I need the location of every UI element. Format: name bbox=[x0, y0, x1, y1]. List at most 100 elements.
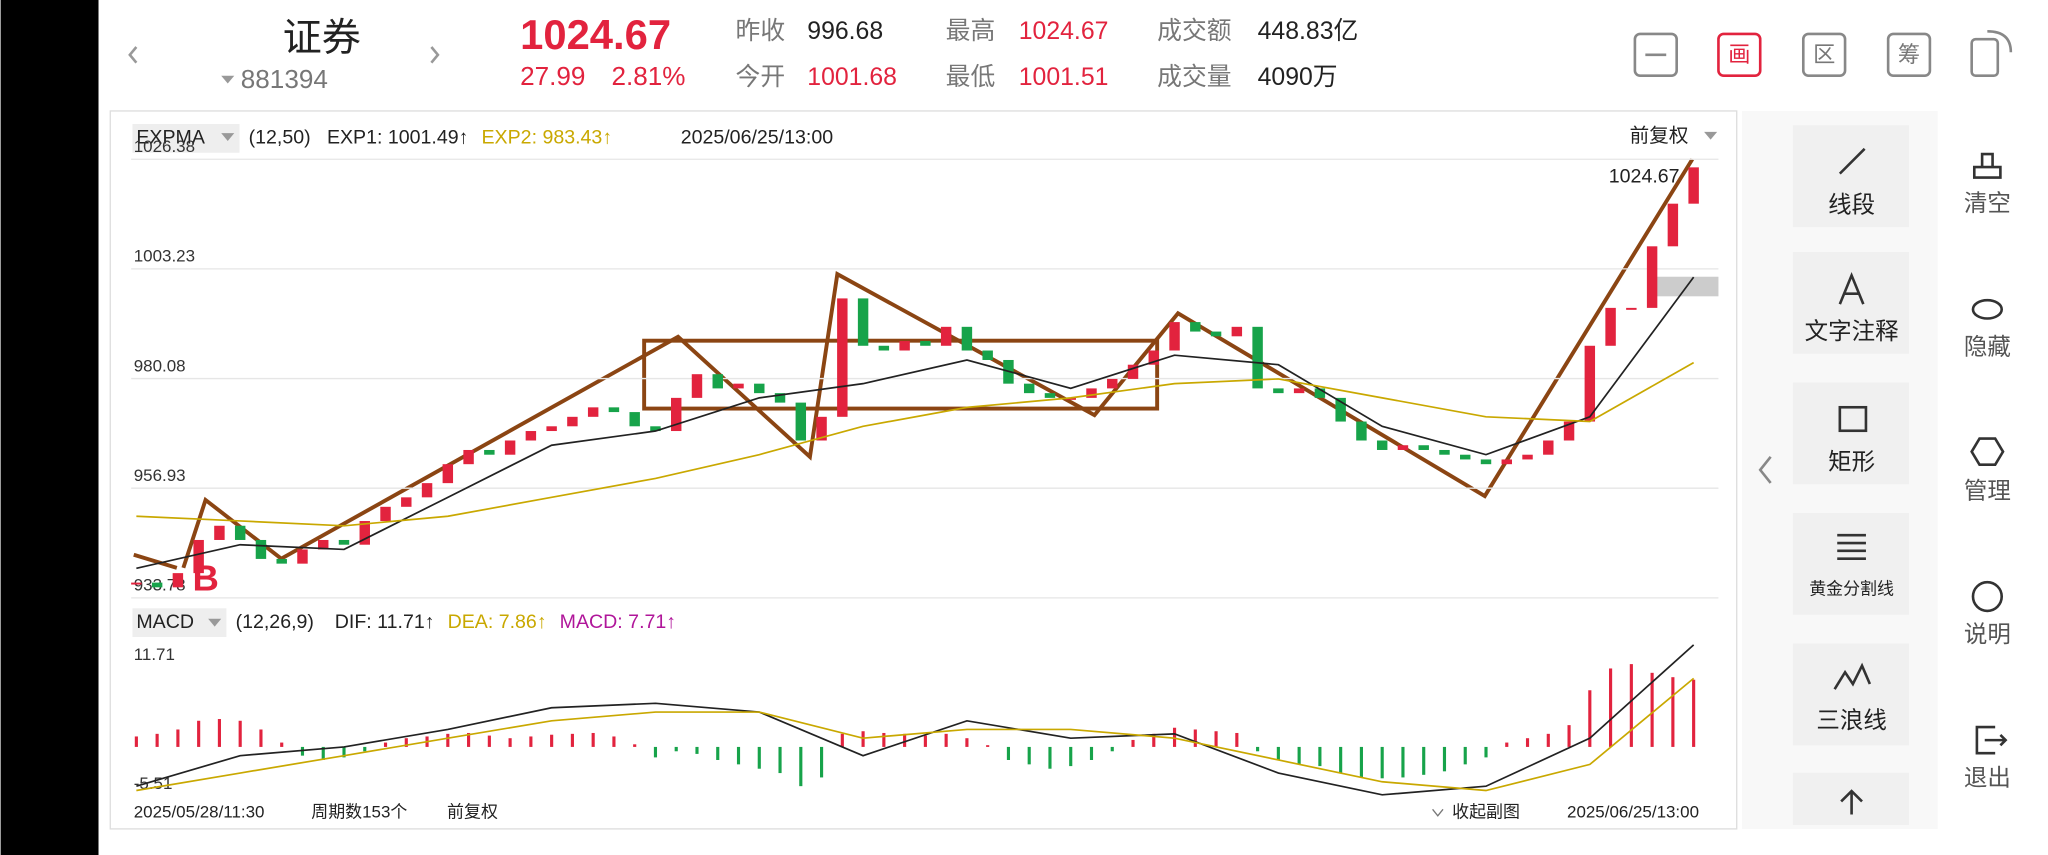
icon bbox=[1987, 30, 2013, 53]
candle bbox=[671, 397, 682, 432]
candle bbox=[463, 449, 474, 465]
stat-label: 最低 bbox=[946, 63, 996, 91]
macd-bar bbox=[1692, 679, 1696, 747]
tool-button[interactable] bbox=[1792, 382, 1910, 485]
candle bbox=[774, 393, 786, 403]
stat-label: 昨收 bbox=[736, 17, 786, 45]
macd-bar bbox=[1089, 746, 1094, 760]
range-button[interactable] bbox=[1801, 32, 1847, 78]
candle bbox=[587, 407, 599, 417]
macd-bar bbox=[1629, 664, 1633, 747]
candle bbox=[754, 383, 765, 394]
macd-bar bbox=[1484, 746, 1488, 758]
candle bbox=[1148, 350, 1160, 365]
candle bbox=[401, 497, 412, 507]
candle bbox=[255, 539, 267, 559]
prev-button[interactable] bbox=[128, 46, 138, 64]
next-button[interactable] bbox=[430, 46, 440, 64]
macd-bar bbox=[757, 746, 761, 769]
candle bbox=[359, 521, 370, 545]
tool-button[interactable] bbox=[1792, 125, 1910, 228]
macd-bar bbox=[1214, 731, 1218, 747]
candle bbox=[1065, 397, 1076, 400]
tool-label: 线段 bbox=[1828, 191, 1875, 217]
adjust-label[interactable]: 前复权 bbox=[1630, 125, 1689, 147]
drawn-rectangle bbox=[642, 338, 1160, 411]
macd-bar bbox=[1401, 746, 1405, 778]
candle bbox=[421, 483, 433, 498]
macd-bar bbox=[1359, 746, 1363, 778]
stat-value: 4090万 bbox=[1258, 64, 1338, 91]
macd-bar bbox=[259, 729, 263, 747]
candle bbox=[1293, 388, 1305, 394]
macd-bar bbox=[300, 746, 305, 756]
candle bbox=[837, 298, 848, 417]
macd-bar bbox=[1276, 746, 1280, 760]
macd-bar bbox=[1256, 746, 1260, 752]
rotate-button[interactable] bbox=[1970, 37, 2000, 78]
macd-bar bbox=[778, 746, 782, 774]
macd-bar bbox=[508, 738, 512, 747]
macd-bar bbox=[1380, 746, 1384, 779]
collapse-panel[interactable] bbox=[1758, 456, 1772, 484]
candle bbox=[1501, 459, 1512, 465]
macd-bar bbox=[1131, 739, 1135, 747]
chips-button[interactable] bbox=[1886, 32, 1932, 78]
code-caret bbox=[221, 75, 235, 84]
macd-bar bbox=[1069, 746, 1073, 767]
action-label: 隐藏 bbox=[1964, 334, 2011, 360]
indicator-tag[interactable] bbox=[132, 608, 227, 638]
candle bbox=[982, 350, 993, 360]
chart-frame bbox=[109, 110, 1738, 830]
periods: 周期数153个 bbox=[311, 803, 407, 822]
legend-entry: EXP2: 983.43↑ bbox=[482, 127, 613, 149]
chips-label: 筹 bbox=[1898, 42, 1920, 67]
macd-bar bbox=[923, 735, 927, 747]
icon bbox=[1838, 271, 1865, 305]
candle bbox=[733, 383, 744, 389]
candle bbox=[318, 539, 329, 550]
macd-bar bbox=[986, 745, 990, 747]
action-label: 管理 bbox=[1964, 477, 2011, 503]
macd-bar bbox=[238, 720, 242, 747]
tool-button[interactable] bbox=[1792, 251, 1910, 354]
legend-entry: DEA: 7.86↑ bbox=[448, 611, 547, 633]
macd-bar bbox=[633, 744, 637, 747]
tool-button[interactable] bbox=[1792, 513, 1910, 615]
candle bbox=[712, 374, 723, 389]
caret bbox=[221, 133, 235, 141]
draw-button[interactable] bbox=[1717, 32, 1762, 78]
macd-bar bbox=[840, 733, 844, 747]
candle bbox=[380, 506, 391, 522]
minimize-button[interactable] bbox=[1633, 32, 1678, 78]
macd-bar bbox=[197, 720, 201, 747]
stat-label: 今开 bbox=[736, 63, 786, 91]
icon bbox=[1971, 298, 2004, 320]
y-tick-label: 11.71 bbox=[134, 645, 175, 664]
collapse-button[interactable]: 收起副图 bbox=[1452, 803, 1520, 822]
candle bbox=[1252, 326, 1263, 389]
macd-bar bbox=[1152, 733, 1156, 747]
legend-entry: MACD: 7.71↑ bbox=[560, 611, 676, 633]
candle bbox=[857, 298, 869, 346]
macd-bar bbox=[799, 746, 803, 787]
candle bbox=[920, 341, 931, 346]
y-tick-label: 980.08 bbox=[134, 356, 186, 375]
candle bbox=[650, 426, 661, 432]
high-label: 1024.67 bbox=[1609, 166, 1680, 188]
tool-button[interactable] bbox=[1792, 643, 1910, 746]
indicator-tag[interactable] bbox=[132, 124, 240, 153]
candle bbox=[172, 573, 184, 588]
candle bbox=[484, 449, 495, 455]
price: 1024.67 bbox=[520, 11, 671, 58]
candle bbox=[1273, 388, 1284, 394]
legend-entry: EXP1: 1001.49↑ bbox=[327, 127, 469, 149]
candle bbox=[608, 407, 620, 413]
change-pct: 2.81% bbox=[612, 61, 686, 91]
indicator-line bbox=[136, 276, 1695, 570]
macd-bar bbox=[1422, 746, 1426, 775]
candle bbox=[878, 345, 890, 351]
end-date: 2025/06/25/13:00 bbox=[1567, 803, 1699, 822]
action-label: 说明 bbox=[1964, 621, 2011, 647]
icon bbox=[1971, 580, 2004, 613]
